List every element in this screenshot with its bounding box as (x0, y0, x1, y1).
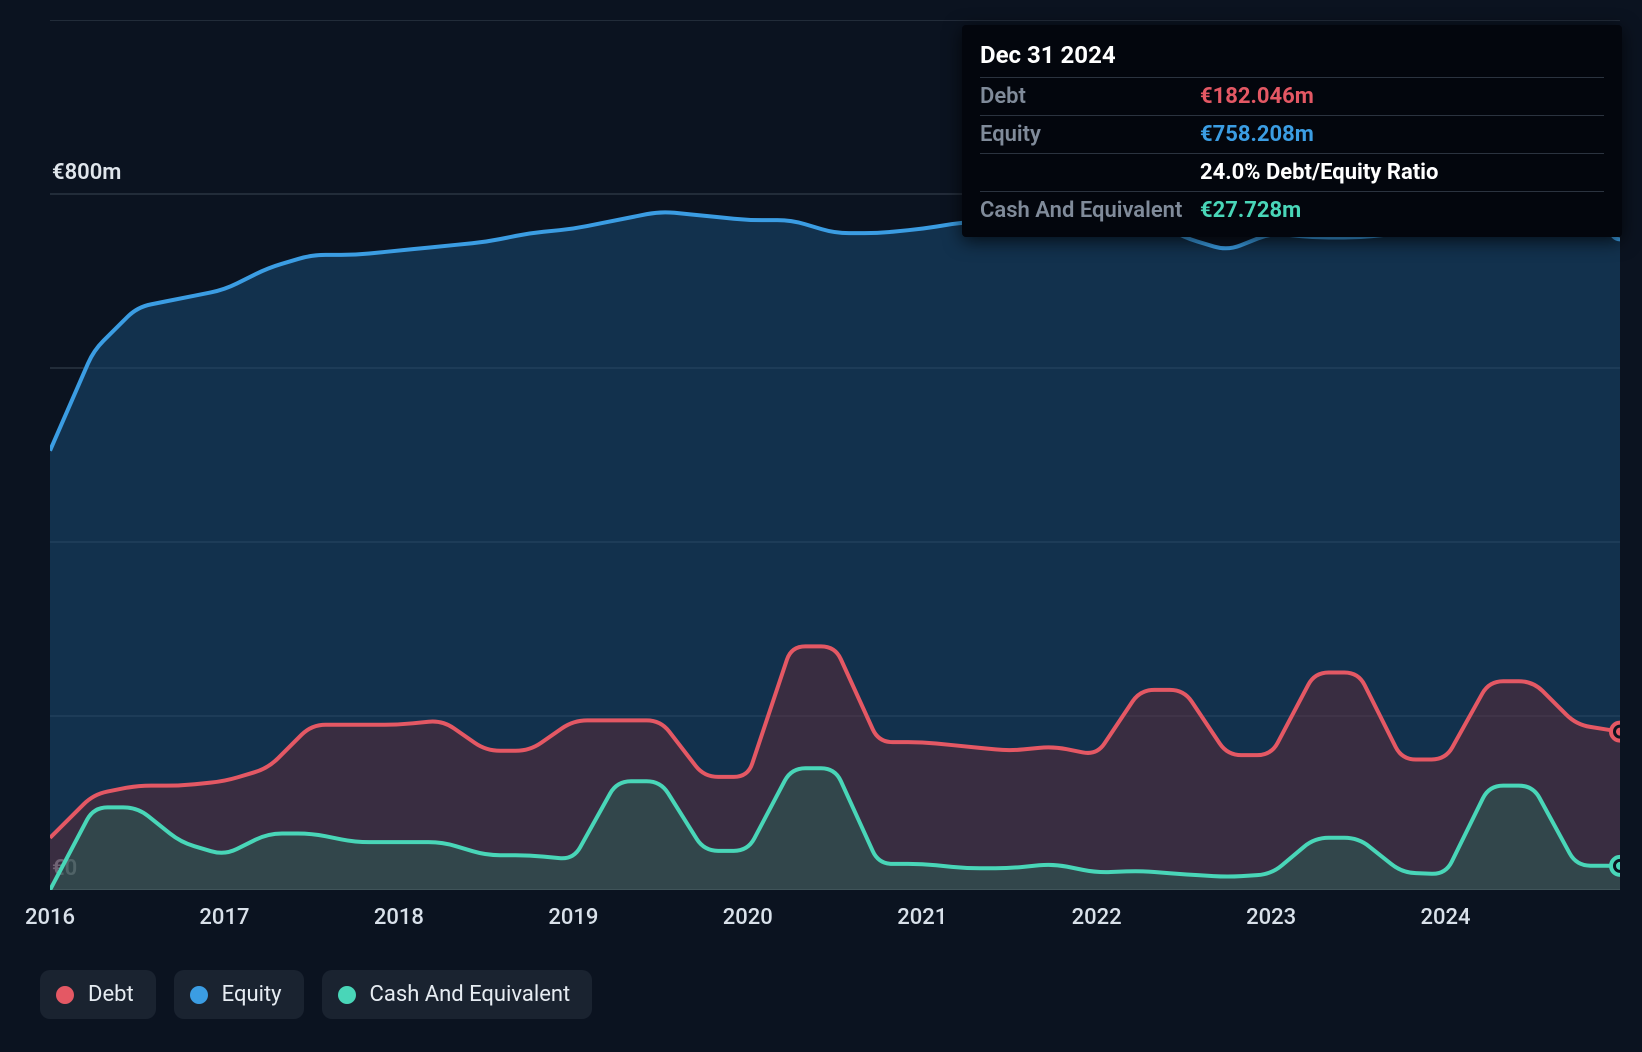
tooltip-row-label: Debt (980, 84, 1200, 109)
x-tick-label: 2021 (897, 905, 947, 930)
x-tick-label: 2016 (25, 905, 75, 930)
legend-dot-icon (190, 986, 208, 1004)
x-axis-ticks-group: 201620172018201920202021202220232024 (50, 905, 1620, 945)
chart-container: €0€800m 20162017201820192020202120222023… (0, 0, 1642, 1052)
tooltip-row: 24.0% Debt/Equity Ratio (980, 153, 1604, 191)
x-tick-label: 2018 (374, 905, 424, 930)
tooltip-row-label: Equity (980, 122, 1200, 147)
tooltip-row-value: €182.046m (1200, 84, 1314, 109)
x-tick-label: 2023 (1246, 905, 1296, 930)
x-tick-label: 2017 (199, 905, 249, 930)
legend-item-cash[interactable]: Cash And Equivalent (322, 970, 593, 1019)
tooltip-row-label: Cash And Equivalent (980, 198, 1200, 223)
tooltip-date: Dec 31 2024 (980, 37, 1604, 77)
legend: Debt Equity Cash And Equivalent (40, 970, 592, 1019)
tooltip-row-value: 24.0% Debt/Equity Ratio (1200, 160, 1438, 185)
legend-item-debt[interactable]: Debt (40, 970, 156, 1019)
tooltip-panel: Dec 31 2024 Debt€182.046mEquity€758.208m… (962, 25, 1622, 237)
legend-item-equity[interactable]: Equity (174, 970, 304, 1019)
x-tick-label: 2022 (1072, 905, 1122, 930)
legend-item-label: Debt (88, 982, 134, 1007)
tooltip-row-value: €758.208m (1200, 122, 1314, 147)
legend-item-label: Equity (222, 982, 282, 1007)
legend-item-label: Cash And Equivalent (370, 982, 571, 1007)
tooltip-row: Cash And Equivalent€27.728m (980, 191, 1604, 229)
legend-dot-icon (56, 986, 74, 1004)
tooltip-row: Debt€182.046m (980, 77, 1604, 115)
x-tick-label: 2024 (1421, 905, 1471, 930)
x-tick-label: 2019 (548, 905, 598, 930)
tooltip-row-value: €27.728m (1200, 198, 1301, 223)
tooltip-rows-group: Debt€182.046mEquity€758.208m24.0% Debt/E… (980, 77, 1604, 229)
tooltip-row: Equity€758.208m (980, 115, 1604, 153)
legend-dot-icon (338, 986, 356, 1004)
x-tick-label: 2020 (723, 905, 773, 930)
